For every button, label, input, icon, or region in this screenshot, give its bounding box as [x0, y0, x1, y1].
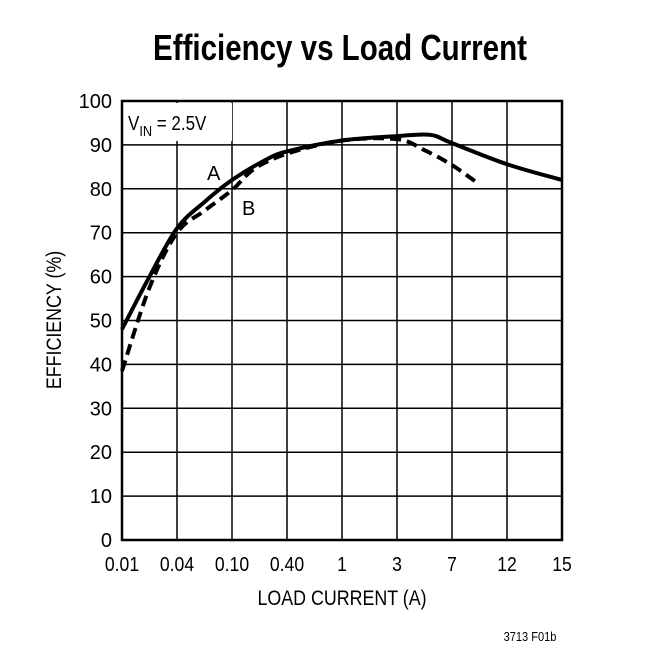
y-tick-label: 30 — [90, 398, 112, 420]
x-tick-label: 0.04 — [160, 553, 194, 575]
vin-main: V — [128, 112, 140, 135]
y-axis-label: EFFICIENCY (%) — [43, 251, 67, 389]
y-tick-label: 90 — [90, 135, 112, 157]
x-tick-label: 1 — [337, 553, 347, 575]
x-tick-label: 12 — [497, 553, 517, 575]
x-tick-label: 7 — [447, 553, 457, 575]
x-tick-label: 15 — [552, 553, 572, 575]
vin-annotation: VIN = 2.5V — [128, 112, 207, 140]
x-tick-labels: 0.01 0.04 0.10 0.40 1 3 7 12 15 — [105, 553, 572, 575]
vin-value: = 2.5V — [152, 112, 207, 135]
y-tick-label: 100 — [79, 91, 112, 113]
series-line-b — [120, 136, 481, 372]
annotation-box — [124, 103, 232, 141]
plot-frame — [120, 99, 564, 542]
y-tick-label: 60 — [90, 267, 112, 289]
y-tick-labels: 0 10 20 30 40 50 60 70 80 90 100 — [79, 91, 112, 552]
x-tick-label: 0.10 — [215, 553, 249, 575]
grid — [121, 100, 563, 541]
x-tick-label: 0.01 — [105, 553, 139, 575]
chart-title: Efficiency vs Load Current — [153, 27, 527, 67]
x-tick-label: 0.40 — [270, 553, 304, 575]
series-label-b: B — [242, 198, 255, 220]
y-tick-label: 20 — [90, 442, 112, 464]
x-tick-label: 3 — [392, 553, 402, 575]
y-tick-label: 50 — [90, 311, 112, 333]
y-tick-label: 0 — [101, 530, 112, 552]
figure-id: 3713 F01b — [504, 629, 557, 644]
y-tick-label: 40 — [90, 354, 112, 376]
y-tick-label: 10 — [90, 486, 112, 508]
x-axis-label: LOAD CURRENT (A) — [257, 587, 426, 611]
vin-sub: IN — [139, 122, 152, 139]
y-tick-label: 80 — [90, 179, 112, 201]
y-tick-label: 70 — [90, 223, 112, 245]
series-lines — [120, 132, 563, 372]
series-label-a: A — [207, 163, 221, 185]
series-line-a — [120, 132, 563, 331]
